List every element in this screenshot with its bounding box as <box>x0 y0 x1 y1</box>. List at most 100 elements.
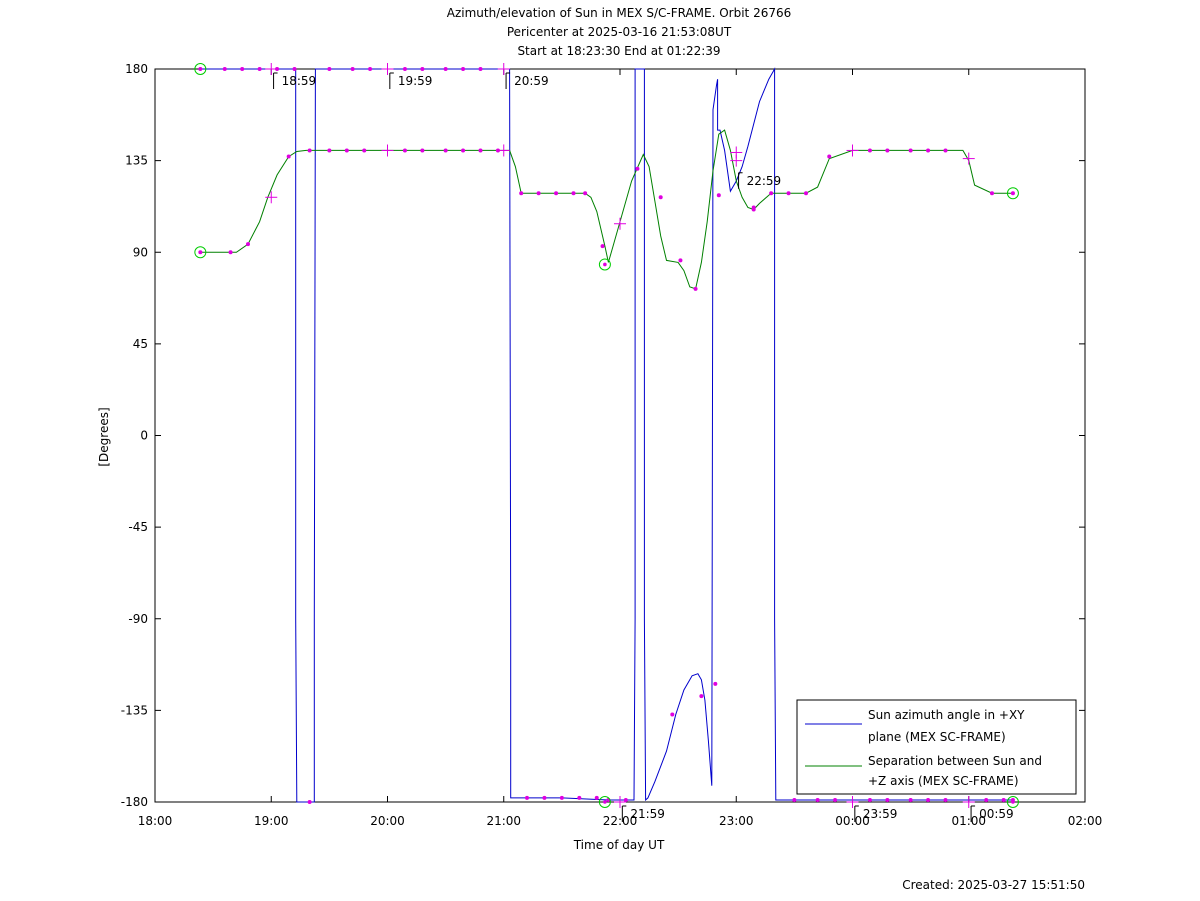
data-markers <box>194 63 1019 808</box>
data-point-marker <box>926 797 931 802</box>
time-annotation: 00:59 <box>970 805 1014 822</box>
data-point-marker <box>990 191 994 196</box>
data-point-marker <box>542 795 547 800</box>
data-point-marker <box>833 797 838 802</box>
y-tick-label: -180 <box>121 795 148 809</box>
endpoint-marker <box>194 246 207 259</box>
data-point-marker <box>478 67 483 71</box>
endpoint-marker <box>1006 187 1019 200</box>
data-point-marker <box>658 195 663 200</box>
data-point-marker <box>984 797 989 802</box>
data-point-marker <box>246 242 250 247</box>
data-point-marker <box>885 797 890 802</box>
data-point-marker <box>670 712 675 717</box>
data-point-marker <box>792 797 797 802</box>
hour-cross-marker <box>730 154 743 167</box>
x-tick-label: 19:00 <box>254 814 289 828</box>
data-point-marker <box>804 191 808 196</box>
data-point-marker <box>327 67 332 71</box>
hour-cross-marker <box>962 796 975 808</box>
data-point-marker <box>307 800 312 804</box>
data-point-marker <box>769 191 774 196</box>
data-point-marker <box>420 148 425 153</box>
data-point-marker <box>1001 797 1006 802</box>
y-axis: 180 135 90 45 0 -45 -90 -135 -180 <box>121 62 1085 809</box>
x-tick-label: 23:00 <box>719 814 754 828</box>
legend: Sun azimuth angle in +XY plane (MEX SC-F… <box>796 699 1077 795</box>
data-point-marker <box>257 67 262 71</box>
data-point-marker <box>286 154 291 159</box>
time-annotation-label: 00:59 <box>979 807 1014 821</box>
hour-cross-marker <box>381 63 394 75</box>
data-point-marker <box>885 148 890 153</box>
time-annotation-label: 23:59 <box>863 807 898 821</box>
data-point-marker <box>571 191 576 196</box>
data-point-marker <box>699 694 704 699</box>
data-point-marker <box>368 67 373 71</box>
legend-label-azimuth-line-1: Sun azimuth angle in +XY <box>868 708 1025 722</box>
endpoint-marker <box>1006 796 1019 808</box>
data-point-marker <box>926 148 931 153</box>
hour-cross-marker <box>962 152 975 165</box>
data-point-marker <box>716 193 721 198</box>
chart-title-line-2: Pericenter at 2025-03-16 21:53:08UT <box>507 25 732 39</box>
legend-label-separation-line-2: +Z axis (MEX SC-FRAME) <box>868 774 1019 788</box>
data-point-marker <box>554 191 559 196</box>
data-point-marker <box>559 795 564 800</box>
data-point-marker <box>478 148 483 153</box>
hour-cross-marker <box>265 63 278 75</box>
legend-label-azimuth-line-2: plane (MEX SC-FRAME) <box>868 730 1006 744</box>
hour-cross-marker <box>846 144 859 157</box>
x-tick-label: 00:00 <box>835 814 870 828</box>
data-point-marker <box>536 191 541 196</box>
x-tick-label: 20:00 <box>370 814 405 828</box>
data-point-marker <box>519 191 524 196</box>
data-point-marker <box>867 148 872 153</box>
time-annotation: 23:59 <box>854 805 898 822</box>
data-point-marker <box>420 67 425 71</box>
data-point-marker <box>867 797 872 802</box>
data-point-marker <box>943 148 948 153</box>
data-point-marker <box>402 67 407 71</box>
data-point-marker <box>827 154 832 159</box>
x-tick-label: 02:00 <box>1068 814 1103 828</box>
y-tick-label: 180 <box>125 62 148 76</box>
data-point-marker <box>443 148 448 153</box>
series-line-azimuth <box>200 67 1013 803</box>
data-point-marker <box>292 67 297 71</box>
hour-cross-marker <box>265 191 278 204</box>
time-annotation: 19:59 <box>389 72 433 89</box>
x-tick-label: 21:00 <box>486 814 521 828</box>
data-point-marker <box>713 681 718 686</box>
y-tick-label: -90 <box>128 612 148 626</box>
data-point-marker <box>583 191 588 196</box>
legend-label-separation-line-1: Separation between Sun and <box>868 754 1042 768</box>
data-point-marker <box>815 797 820 802</box>
data-point-marker <box>461 67 466 71</box>
x-tick-label: 01:00 <box>951 814 986 828</box>
data-point-marker <box>461 148 466 153</box>
x-tick-label: 18:00 <box>138 814 173 828</box>
y-tick-label: 135 <box>125 154 148 168</box>
data-point-marker <box>751 207 756 212</box>
data-point-marker <box>228 250 233 255</box>
series-line-separation <box>200 129 1013 290</box>
chart-title-line-3: Start at 18:23:30 End at 01:22:39 <box>517 44 720 58</box>
data-point-marker <box>222 67 227 71</box>
hour-cross-marker <box>497 144 510 157</box>
y-tick-label: -135 <box>121 703 148 717</box>
data-point-marker <box>594 795 599 800</box>
time-annotation-label: 18:59 <box>282 74 317 88</box>
y-tick-label: 0 <box>140 429 148 443</box>
data-point-marker <box>443 67 448 71</box>
y-axis-label: [Degrees] <box>97 407 111 466</box>
time-annotation-label: 20:59 <box>514 74 549 88</box>
y-tick-label: -45 <box>128 520 148 534</box>
data-point-marker <box>635 166 640 171</box>
chart-title-line-1: Azimuth/elevation of Sun in MEX S/C-FRAM… <box>447 6 792 20</box>
data-point-marker <box>327 148 332 153</box>
time-annotation-label: 19:59 <box>398 74 433 88</box>
time-annotation: 21:59 <box>621 805 665 822</box>
data-point-marker <box>350 67 355 71</box>
